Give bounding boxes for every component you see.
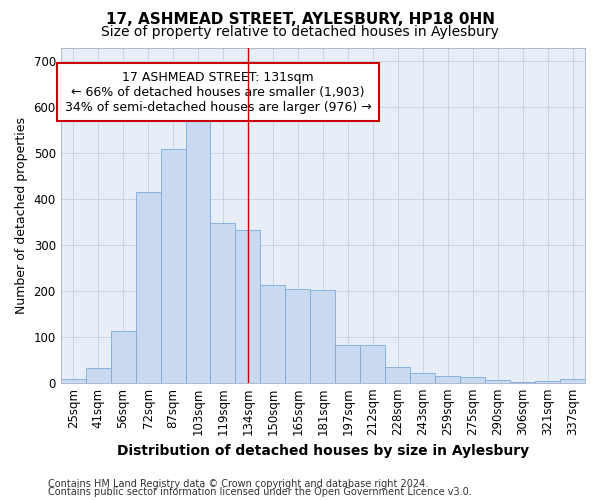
Bar xyxy=(560,379,585,382)
Y-axis label: Number of detached properties: Number of detached properties xyxy=(15,116,28,314)
Bar xyxy=(61,379,86,382)
Bar xyxy=(286,288,310,382)
Bar xyxy=(410,374,435,382)
X-axis label: Distribution of detached houses by size in Aylesbury: Distribution of detached houses by size … xyxy=(117,444,529,458)
Bar xyxy=(260,286,286,382)
Bar xyxy=(435,376,460,382)
Bar xyxy=(110,332,136,382)
Bar xyxy=(485,380,510,382)
Bar xyxy=(335,345,360,383)
Bar xyxy=(460,376,485,382)
Bar xyxy=(211,224,235,382)
Bar xyxy=(360,345,385,383)
Bar xyxy=(310,290,335,382)
Bar xyxy=(86,368,110,382)
Text: Contains public sector information licensed under the Open Government Licence v3: Contains public sector information licen… xyxy=(48,487,472,497)
Bar xyxy=(161,150,185,382)
Bar xyxy=(235,230,260,382)
Text: 17 ASHMEAD STREET: 131sqm
← 66% of detached houses are smaller (1,903)
34% of se: 17 ASHMEAD STREET: 131sqm ← 66% of detac… xyxy=(65,71,371,114)
Bar xyxy=(136,192,161,382)
Bar xyxy=(185,118,211,382)
Text: Size of property relative to detached houses in Aylesbury: Size of property relative to detached ho… xyxy=(101,25,499,39)
Text: 17, ASHMEAD STREET, AYLESBURY, HP18 0HN: 17, ASHMEAD STREET, AYLESBURY, HP18 0HN xyxy=(106,12,494,28)
Text: Contains HM Land Registry data © Crown copyright and database right 2024.: Contains HM Land Registry data © Crown c… xyxy=(48,479,428,489)
Bar xyxy=(385,366,410,382)
